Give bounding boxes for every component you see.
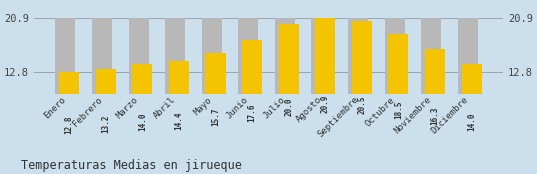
Bar xyxy=(205,53,226,157)
Text: 14.0: 14.0 xyxy=(138,112,147,131)
Text: 14.0: 14.0 xyxy=(467,112,476,131)
Bar xyxy=(461,64,482,157)
Text: 18.5: 18.5 xyxy=(394,101,403,119)
Bar xyxy=(311,18,332,157)
Text: 20.9: 20.9 xyxy=(321,95,330,113)
Bar xyxy=(132,64,153,157)
Text: 16.3: 16.3 xyxy=(431,106,439,125)
Bar xyxy=(384,18,405,157)
Bar xyxy=(128,18,149,157)
Bar xyxy=(422,18,441,157)
Bar xyxy=(96,69,115,157)
Bar xyxy=(275,18,295,157)
Bar xyxy=(352,21,372,157)
Bar xyxy=(315,18,335,157)
Bar xyxy=(59,72,79,157)
Text: 12.8: 12.8 xyxy=(64,115,74,134)
Bar xyxy=(458,18,478,157)
Text: 13.2: 13.2 xyxy=(101,114,110,133)
Bar xyxy=(279,24,299,157)
Text: 14.4: 14.4 xyxy=(175,111,183,130)
Bar xyxy=(348,18,368,157)
Bar xyxy=(92,18,112,157)
Bar xyxy=(238,18,258,157)
Bar xyxy=(242,40,262,157)
Bar xyxy=(165,18,185,157)
Bar xyxy=(169,61,189,157)
Text: 20.5: 20.5 xyxy=(357,96,366,114)
Bar xyxy=(388,34,409,157)
Text: 17.6: 17.6 xyxy=(248,103,257,122)
Text: 20.0: 20.0 xyxy=(284,97,293,116)
Bar xyxy=(425,49,445,157)
Bar xyxy=(202,18,222,157)
Text: 15.7: 15.7 xyxy=(211,108,220,126)
Text: Temperaturas Medias en jirueque: Temperaturas Medias en jirueque xyxy=(21,159,242,172)
Bar xyxy=(55,18,76,157)
